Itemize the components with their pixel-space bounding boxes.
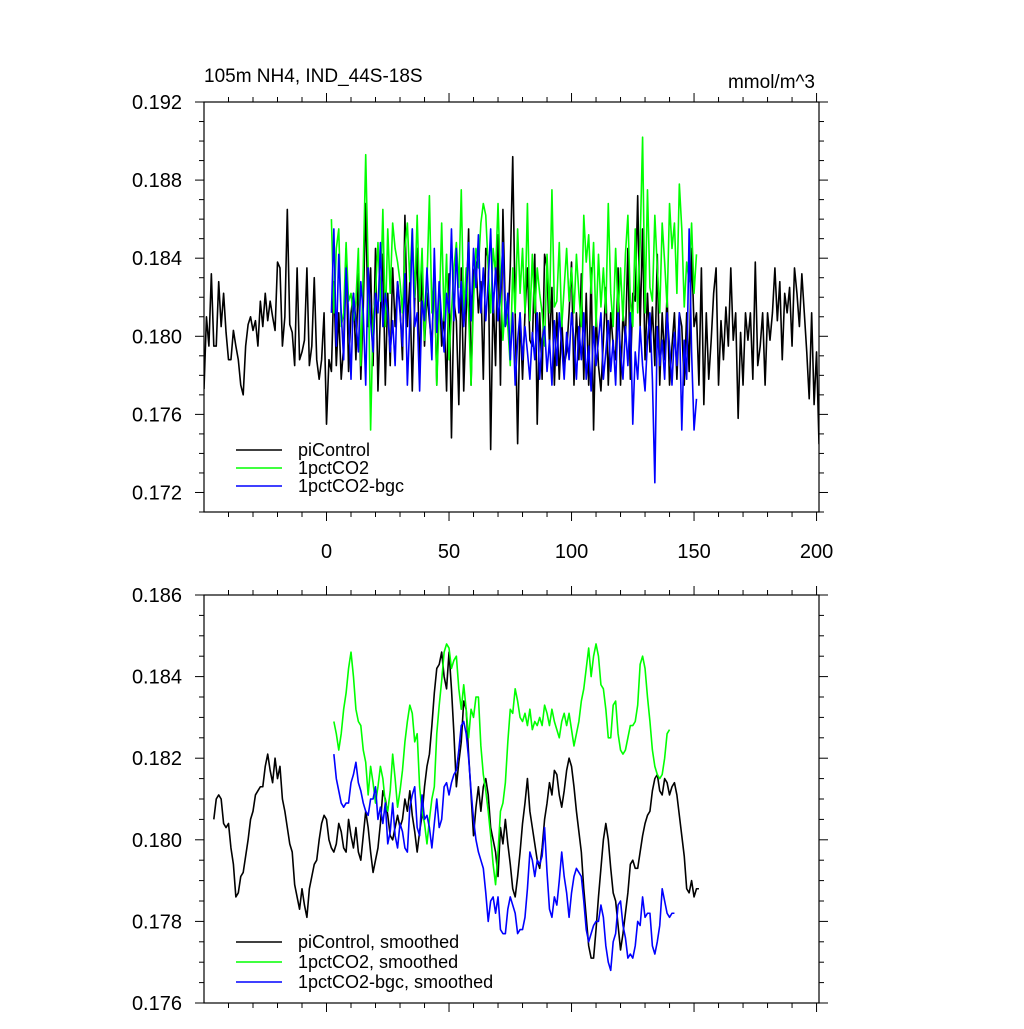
panel-1-xtick-label: 100 [555, 541, 588, 563]
panel-1-ytick-label: 0.184 [132, 248, 182, 270]
panel-2-series-group [213, 643, 699, 972]
panel-2-legend-label: 1pctCO2, smoothed [298, 952, 458, 972]
panel-1-series-line-1 [204, 155, 819, 451]
panel-2-plot-frame [203, 594, 820, 1004]
panel-1-series-line-2 [330, 136, 698, 431]
panel-2-ytick-label: 0.176 [132, 993, 182, 1015]
panel-2-ytick-label: 0.178 [132, 911, 182, 933]
panel-1-xtick-label: 200 [800, 541, 833, 563]
panel-1-ytick-label: 0.188 [132, 170, 182, 192]
panel-2-legend-label: piControl, smoothed [298, 932, 459, 952]
panel-1-plot-frame [203, 101, 820, 513]
panel-1-units-label: mmol/m^3 [728, 72, 815, 93]
panel-2-ytick-label: 0.180 [132, 830, 182, 852]
panel-2-series-line-1 [213, 651, 699, 959]
panel-2-ytick-label: 0.182 [132, 748, 182, 770]
panel-2-series-line-3 [333, 720, 675, 972]
panel-2-legend-label: 1pctCO2-bgc, smoothed [298, 972, 493, 992]
panel-1-legend-label: piControl [298, 440, 370, 460]
panel-1-xtick-label: 150 [677, 541, 710, 563]
panel-2-series-line-2 [333, 643, 671, 886]
panel-1-xtick-label: 50 [438, 541, 460, 563]
panel-1-ytick-label: 0.192 [132, 92, 182, 114]
panel-2: 0.176 0.178 0.180 0.182 0.184 0.186 piControl,… [132, 585, 828, 1015]
panel-1-series-group [204, 136, 819, 484]
panel-1-legend-label: 1pctCO2-bgc [298, 476, 404, 496]
panel-1-series-line-3 [330, 228, 698, 484]
panel-1-legend-label: 1pctCO2 [298, 458, 369, 478]
panel-1: 0.172 0.176 0.180 0.184 0.188 0.192 0 50 100 150 2… [132, 66, 833, 563]
panel-1-ytick-label: 0.180 [132, 326, 182, 348]
panel-1-ytick-label: 0.176 [132, 404, 182, 426]
panel-1-xtick-label: 0 [321, 541, 332, 563]
panel-1-title: 105m NH4, IND_44S-18S [204, 66, 423, 87]
panel-1-ytick-label: 0.172 [132, 482, 182, 504]
panel-2-ytick-label: 0.184 [132, 667, 182, 689]
panel-2-ytick-label: 0.186 [132, 585, 182, 607]
